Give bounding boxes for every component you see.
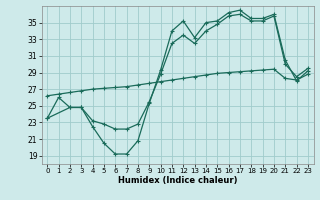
X-axis label: Humidex (Indice chaleur): Humidex (Indice chaleur)	[118, 176, 237, 185]
